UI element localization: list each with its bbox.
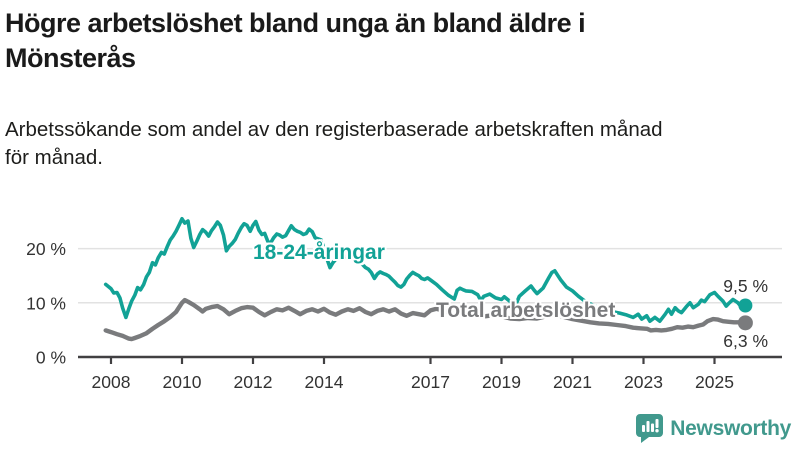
series-line-young (103, 217, 748, 323)
x-axis-tick-label: 2008 (92, 372, 131, 392)
chart-title: Högre arbetslöshet bland unga än bland ä… (5, 6, 785, 76)
y-axis-tick-label: 0 % (36, 348, 66, 368)
chart-subtitle-line1: Arbetssökande som andel av den registerb… (5, 118, 663, 141)
y-axis-tick-label: 20 % (26, 239, 66, 259)
newsworthy-logo-text: Newsworthy (670, 416, 791, 440)
series-label-total: Total arbetslöshet (436, 299, 616, 322)
end-value-label-total: 6,3 % (723, 331, 768, 351)
x-axis-tick-label: 2025 (695, 372, 734, 392)
x-axis-tick-label: 2021 (553, 372, 592, 392)
series-end-dot-young (738, 298, 753, 313)
x-axis-tick-label: 2010 (163, 372, 202, 392)
x-axis-tick-label: 2012 (234, 372, 273, 392)
chart-title-line2: Mönsterås (5, 43, 136, 73)
series-end-dot-total (737, 315, 753, 331)
series-label-young: 18-24-åringar (253, 241, 385, 264)
series-line-total (103, 297, 748, 342)
end-value-label-young: 9,5 % (723, 276, 768, 296)
y-axis-tick-label: 10 % (26, 293, 66, 313)
newsworthy-logo[interactable]: Newsworthy (636, 414, 791, 443)
newsworthy-bubble-chart-icon (636, 414, 664, 443)
x-axis-tick-label: 2014 (305, 372, 344, 392)
chart-subtitle-line2: för månad. (5, 146, 103, 169)
chart-title-line1: Högre arbetslöshet bland unga än bland ä… (5, 8, 586, 38)
chart-subtitle: Arbetssökande som andel av den registerb… (5, 116, 795, 172)
x-axis-tick-label: 2019 (482, 372, 521, 392)
x-axis-tick-label: 2017 (411, 372, 450, 392)
x-axis-tick-label: 2023 (624, 372, 663, 392)
